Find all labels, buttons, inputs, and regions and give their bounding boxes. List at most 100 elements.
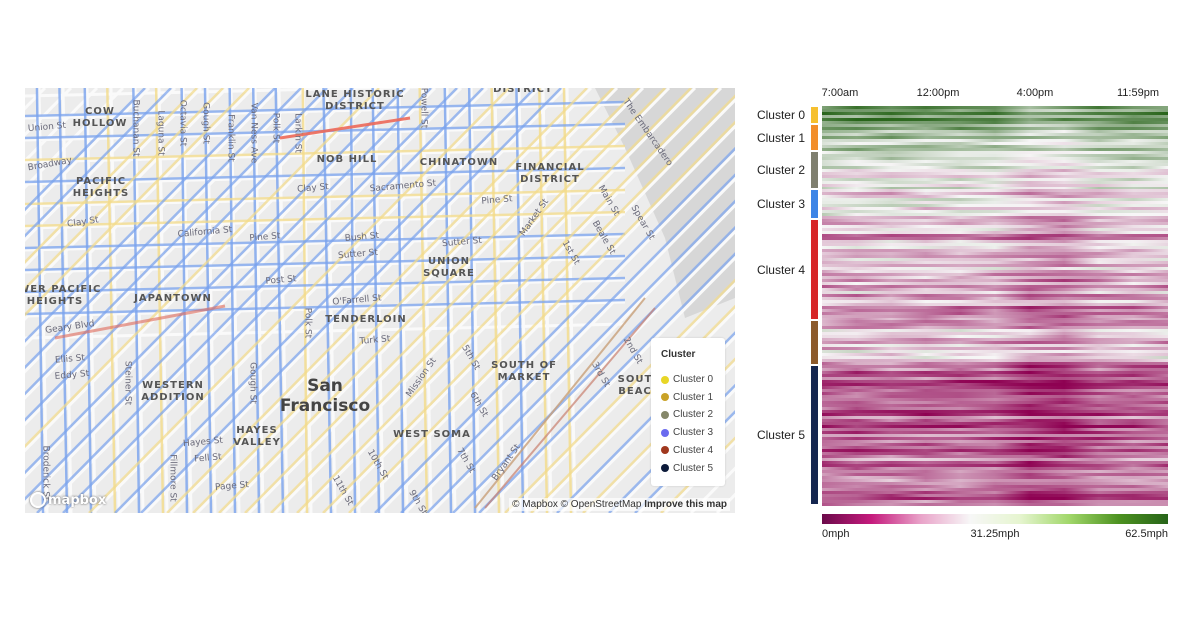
heatmap-row bbox=[822, 312, 1168, 315]
heatmap-row bbox=[822, 431, 1168, 434]
street-line bbox=[25, 88, 437, 506]
traffic-line bbox=[426, 199, 735, 513]
legend-item[interactable]: Cluster 3 bbox=[661, 427, 713, 438]
traffic-line bbox=[270, 88, 692, 513]
heatmap-row bbox=[822, 163, 1168, 166]
traffic-line bbox=[25, 144, 626, 162]
speed-colorbar bbox=[822, 514, 1168, 524]
heatmap-row bbox=[822, 139, 1168, 142]
traffic-line bbox=[154, 88, 165, 513]
heatmap-row bbox=[822, 297, 1168, 300]
traffic-line bbox=[556, 331, 735, 513]
traffic-line bbox=[25, 88, 406, 475]
heatmap-row bbox=[822, 151, 1168, 154]
heatmap-row bbox=[822, 216, 1168, 219]
legend-item[interactable]: Cluster 2 bbox=[661, 409, 713, 420]
heatmap-row bbox=[822, 237, 1168, 240]
street-label: Fell St bbox=[193, 452, 223, 465]
heatmap-row bbox=[822, 195, 1168, 198]
traffic-line bbox=[251, 88, 261, 513]
heatmap-row bbox=[822, 389, 1168, 392]
heatmap-row bbox=[822, 437, 1168, 440]
map-streets bbox=[25, 88, 735, 513]
heatmap-row bbox=[822, 121, 1168, 124]
heatmap-row bbox=[822, 169, 1168, 172]
street-line bbox=[39, 88, 463, 513]
legend-item[interactable]: Cluster 1 bbox=[661, 392, 713, 403]
traffic-line bbox=[25, 88, 302, 370]
neighborhood-label: TENDERLOIN bbox=[325, 314, 407, 325]
street-line bbox=[325, 98, 735, 513]
heatmap-row bbox=[822, 425, 1168, 428]
heatmap-row bbox=[822, 231, 1168, 234]
heatmap-row bbox=[822, 172, 1168, 175]
heatmap-row bbox=[822, 264, 1168, 267]
heatmap-row bbox=[822, 255, 1168, 258]
colorbar-tick-label: 62.5mph bbox=[1125, 528, 1168, 540]
attribution-text[interactable]: © Mapbox © OpenStreetMap bbox=[512, 499, 642, 510]
traffic-line bbox=[396, 88, 405, 513]
street-line bbox=[25, 88, 411, 479]
cluster-label: Cluster 1 bbox=[756, 130, 805, 145]
neighborhood-label: SOUTH OF MARKET bbox=[491, 360, 557, 383]
colorbar-tick-label: 0mph bbox=[822, 528, 850, 540]
traffic-line bbox=[322, 88, 333, 513]
legend-item[interactable]: Cluster 0 bbox=[661, 374, 713, 385]
heatmap-row bbox=[822, 419, 1168, 422]
heatmap-row bbox=[822, 473, 1168, 476]
heatmap-row bbox=[822, 142, 1168, 145]
x-tick-label: 4:00pm bbox=[1016, 87, 1054, 99]
heatmap-row bbox=[822, 371, 1168, 374]
heatmap-row bbox=[822, 323, 1168, 326]
heatmap-row bbox=[822, 252, 1168, 255]
heatmap-row bbox=[822, 488, 1168, 491]
street-line bbox=[445, 88, 457, 513]
heatmap-row bbox=[822, 398, 1168, 401]
neighborhood-label: PACIFIC HEIGHTS bbox=[72, 176, 130, 199]
legend-item[interactable]: Cluster 5 bbox=[661, 463, 713, 474]
heatmap-row bbox=[822, 124, 1168, 127]
attribution: © Mapbox © OpenStreetMap Improve this ma… bbox=[509, 498, 730, 511]
cluster-color-bar bbox=[811, 321, 818, 364]
street-label: Gough St bbox=[200, 102, 211, 144]
traffic-map[interactable]: COW HOLLOW LANE HISTORIC DISTRICT NOB HILL… bbox=[25, 88, 735, 513]
heatmap-row bbox=[822, 479, 1168, 482]
heatmap-row bbox=[822, 243, 1168, 246]
neighborhood-label: CHINATOWN bbox=[419, 157, 499, 168]
traffic-line bbox=[25, 232, 626, 250]
heatmap-row bbox=[822, 189, 1168, 192]
heatmap-row bbox=[822, 112, 1168, 115]
neighborhood-label: OWER PACIFIC HEIGHTS bbox=[25, 284, 102, 307]
heatmap-row bbox=[822, 136, 1168, 139]
improve-map-link[interactable]: Improve this map bbox=[644, 499, 727, 510]
neighborhood-label: SOUT BEAC bbox=[617, 374, 653, 397]
mapbox-logo-icon bbox=[30, 492, 46, 508]
neighborhood-label: WESTERN ADDITION bbox=[141, 380, 205, 403]
traffic-line bbox=[348, 120, 735, 513]
heatmap-row bbox=[822, 356, 1168, 359]
heatmap-row bbox=[822, 470, 1168, 473]
heatmap-row bbox=[822, 500, 1168, 503]
traffic-line bbox=[400, 173, 735, 513]
street-label: Gough St bbox=[247, 362, 258, 404]
street-line bbox=[277, 88, 289, 513]
legend-label: Cluster 0 bbox=[673, 374, 714, 385]
traffic-line bbox=[418, 88, 429, 513]
legend-item[interactable]: Cluster 4 bbox=[661, 445, 713, 456]
heatmap-row bbox=[822, 467, 1168, 470]
heatmap-row bbox=[822, 133, 1168, 136]
street-label: Fillmore St bbox=[167, 454, 178, 502]
heatmap-row bbox=[822, 288, 1168, 291]
street-line bbox=[169, 88, 593, 513]
heatmap-row bbox=[822, 222, 1168, 225]
mapbox-logo[interactable]: mapbox bbox=[30, 492, 106, 508]
heatmap-row bbox=[822, 353, 1168, 356]
heatmap-row bbox=[822, 181, 1168, 184]
heatmap-row bbox=[822, 309, 1168, 312]
speed-heatmap bbox=[822, 106, 1168, 506]
heatmap-row bbox=[822, 219, 1168, 222]
street-line bbox=[299, 88, 723, 513]
heatmap-row bbox=[822, 407, 1168, 410]
heatmap-row bbox=[822, 482, 1168, 485]
heatmap-row bbox=[822, 443, 1168, 446]
